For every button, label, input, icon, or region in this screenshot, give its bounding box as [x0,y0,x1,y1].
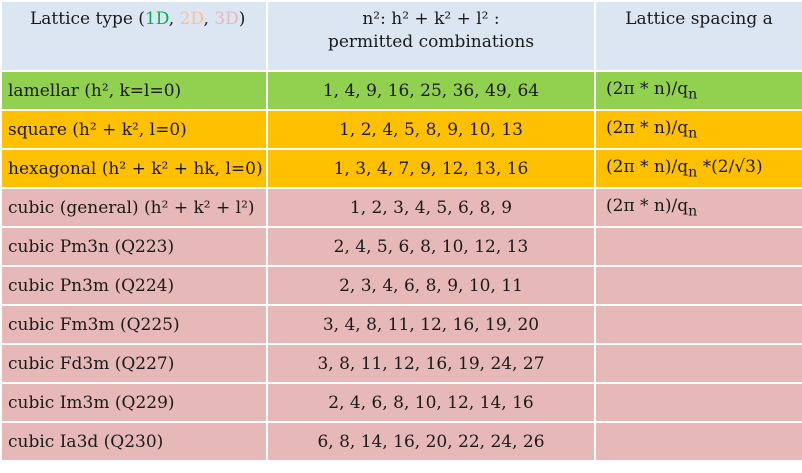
label-1d: 1D [144,9,169,29]
spacing-cell [594,304,802,345]
combinations-cell: 6, 8, 14, 16, 20, 22, 24, 26 [266,421,596,462]
table-row: cubic Fd3m (Q227) 3, 8, 11, 12, 16, 19, … [0,343,802,384]
combinations-cell: 2, 4, 5, 6, 8, 10, 12, 13 [266,226,596,267]
table-row: cubic Pn3m (Q224) 2, 3, 4, 6, 8, 9, 10, … [0,265,802,306]
table-row: cubic Fm3m (Q225) 3, 4, 8, 11, 12, 16, 1… [0,304,802,345]
spacing-cell: (2π * n)/qn [594,109,802,150]
spacing-cell [594,382,802,423]
header-combinations: n²: h² + k² + l² : permitted combinations [266,0,596,72]
header-spacing: Lattice spacing a [594,0,802,72]
combinations-cell: 1, 4, 9, 16, 25, 36, 49, 64 [266,70,596,111]
combinations-cell: 1, 2, 4, 5, 8, 9, 10, 13 [266,109,596,150]
label-3d: 3D [214,9,239,29]
lattice-type-cell: cubic Pm3n (Q223) [0,226,268,267]
combinations-cell: 3, 8, 11, 12, 16, 19, 24, 27 [266,343,596,384]
table-row: cubic (general) (h² + k² + l²) 1, 2, 3, … [0,187,802,228]
label-2d: 2D [179,9,204,29]
lattice-type-cell: hexagonal (h² + k² + hk, l=0) [0,148,268,189]
lattice-type-cell: lamellar (h², k=l=0) [0,70,268,111]
spacing-cell [594,421,802,462]
table-row: cubic Pm3n (Q223) 2, 4, 5, 6, 8, 10, 12,… [0,226,802,267]
lattice-type-cell: cubic Pn3m (Q224) [0,265,268,306]
spacing-cell [594,265,802,306]
combinations-cell: 3, 4, 8, 11, 12, 16, 19, 20 [266,304,596,345]
spacing-cell: (2π * n)/qn *(2/√3) [594,148,802,189]
combinations-cell: 2, 4, 6, 8, 10, 12, 14, 16 [266,382,596,423]
combinations-cell: 1, 2, 3, 4, 5, 6, 8, 9 [266,187,596,228]
table-row: square (h² + k², l=0) 1, 2, 4, 5, 8, 9, … [0,109,802,150]
combinations-cell: 2, 3, 4, 6, 8, 9, 10, 11 [266,265,596,306]
header-row: Lattice type (1D, 2D, 3D) n²: h² + k² + … [0,0,802,72]
lattice-type-cell: cubic Ia3d (Q230) [0,421,268,462]
spacing-cell [594,343,802,384]
lattice-type-cell: cubic Fm3m (Q225) [0,304,268,345]
table-row: lamellar (h², k=l=0) 1, 4, 9, 16, 25, 36… [0,70,802,111]
lattice-type-cell: cubic Fd3m (Q227) [0,343,268,384]
combinations-cell: 1, 3, 4, 7, 9, 12, 13, 16 [266,148,596,189]
table-row: cubic Im3m (Q229) 2, 4, 6, 8, 10, 12, 14… [0,382,802,423]
lattice-table: Lattice type (1D, 2D, 3D) n²: h² + k² + … [0,0,802,462]
header-lattice-type: Lattice type (1D, 2D, 3D) [0,0,268,72]
spacing-cell: (2π * n)/qn [594,70,802,111]
table-row: hexagonal (h² + k² + hk, l=0) 1, 3, 4, 7… [0,148,802,189]
lattice-type-cell: cubic (general) (h² + k² + l²) [0,187,268,228]
spacing-cell: (2π * n)/qn [594,187,802,228]
spacing-cell [594,226,802,267]
lattice-type-cell: cubic Im3m (Q229) [0,382,268,423]
lattice-type-cell: square (h² + k², l=0) [0,109,268,150]
table-row: cubic Ia3d (Q230) 6, 8, 14, 16, 20, 22, … [0,421,802,462]
